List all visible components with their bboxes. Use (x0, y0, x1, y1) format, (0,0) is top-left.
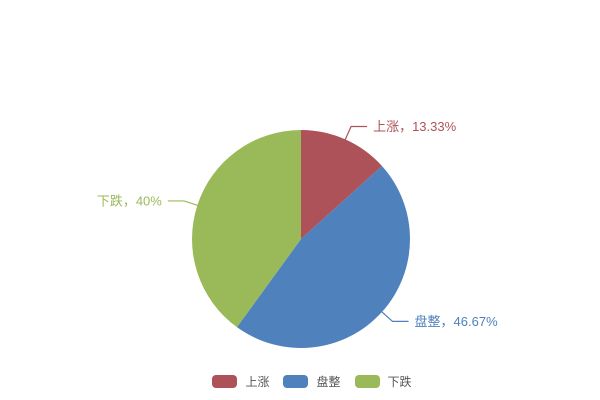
chart-legend: 上涨 盘整 下跌 (12, 373, 600, 390)
pie-slice-2[interactable] (236, 166, 410, 348)
legend-label-rise: 上涨 (245, 375, 270, 389)
legend-swatch-rise-icon (212, 375, 238, 388)
slice-label-1: 上涨，13.33% (373, 119, 457, 134)
pie-slice-1[interactable] (301, 130, 382, 239)
label-leader-line-1 (343, 125, 368, 142)
slice-label-3: 下跌，40% (97, 193, 162, 208)
label-leader-line-3 (167, 200, 200, 207)
legend-label-consolidate: 盘整 (316, 375, 341, 389)
label-leader-line-2 (379, 310, 409, 323)
slice-label-2: 盘整，46.67% (415, 314, 499, 329)
legend-item-consolidate[interactable]: 盘整 (283, 373, 341, 390)
legend-item-fall[interactable]: 下跌 (354, 373, 412, 390)
legend-swatch-consolidate-icon (283, 375, 309, 388)
legend-label-fall: 下跌 (387, 375, 412, 389)
pie-slice-3[interactable] (192, 130, 301, 328)
legend-swatch-fall-icon (354, 375, 380, 388)
legend-item-rise[interactable]: 上涨 (212, 373, 269, 390)
